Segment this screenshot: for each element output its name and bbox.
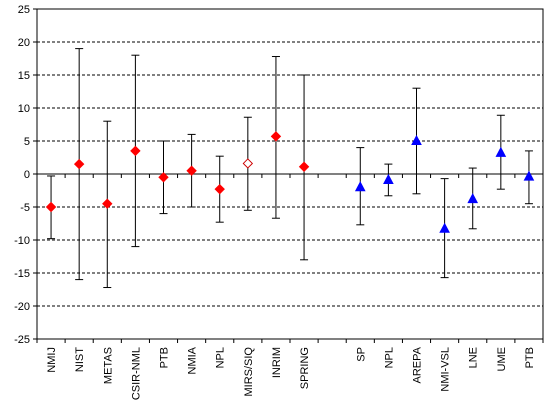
y-tick-labels: -25 -20 -15 -10 -5 0 5 10 15 20 25 — [14, 4, 30, 346]
y-tick-label: 0 — [24, 169, 30, 181]
x-tick-label: NIST — [74, 347, 86, 372]
y-tick-label: 15 — [18, 70, 30, 82]
diamond-marker — [102, 198, 113, 209]
triangle-marker — [383, 173, 394, 184]
x-tick-label: INRIM — [271, 347, 283, 378]
y-tick-label: 10 — [18, 103, 30, 115]
diamond-marker — [186, 165, 197, 176]
axes — [33, 8, 544, 343]
x-tick-label: PTB — [159, 347, 171, 368]
triangle-marker — [411, 134, 422, 145]
x-tick-label: NMI-VSL — [440, 347, 452, 392]
x-tick-labels: NMIJ NIST METAS CSIR-NML PTB NMIA NPL MIRS/SIQ I… — [46, 346, 536, 400]
x-tick-label: NPL — [383, 347, 395, 368]
x-tick-label: SPRING — [299, 347, 311, 389]
diamond-marker — [298, 161, 310, 172]
y-tick-label: -15 — [14, 268, 30, 280]
triangle-marker — [523, 170, 535, 181]
gridlines — [37, 41, 543, 307]
diamond-marker — [73, 158, 85, 170]
y-tick-label: 5 — [24, 136, 30, 148]
x-tick-label: METAS — [102, 347, 114, 384]
y-tick-label: -10 — [14, 235, 30, 247]
y-tick-label: 25 — [18, 4, 30, 16]
data-points — [45, 131, 535, 233]
y-tick-label: -20 — [14, 301, 30, 313]
diamond-marker — [45, 201, 57, 213]
x-tick-label: AREPA — [412, 346, 424, 383]
x-tick-label: NMIJ — [46, 347, 58, 373]
diamond-marker — [158, 172, 169, 183]
x-tick-label: SP — [355, 347, 367, 362]
y-tick-label: 20 — [18, 37, 30, 49]
diamond-marker — [270, 131, 282, 142]
x-tick-label: LNE — [468, 347, 480, 368]
error-bars — [47, 48, 533, 289]
triangle-marker — [354, 181, 366, 192]
triangle-marker — [495, 146, 507, 157]
x-tick-label: MIRS/SIQ — [243, 347, 255, 397]
y-tick-label: -25 — [14, 334, 30, 346]
triangle-marker — [439, 222, 450, 233]
triangle-marker — [467, 193, 479, 204]
y-tick-label: -5 — [20, 202, 30, 214]
x-tick-label: PTB — [524, 347, 536, 368]
x-tick-label: NMIA — [187, 346, 199, 374]
diamond-marker — [214, 183, 225, 195]
x-tick-label: CSIR-NML — [130, 347, 142, 400]
x-tick-label: UME — [496, 347, 508, 371]
diamond-marker — [130, 145, 141, 157]
x-tick-label: NPL — [215, 347, 227, 368]
open-diamond-marker — [242, 158, 254, 169]
